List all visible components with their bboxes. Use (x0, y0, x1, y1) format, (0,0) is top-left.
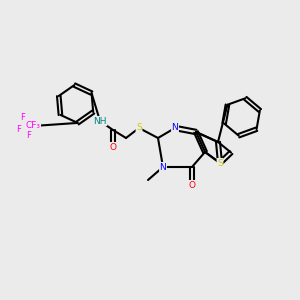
Text: NH: NH (93, 116, 107, 125)
Text: O: O (188, 181, 196, 190)
Text: S: S (217, 158, 223, 167)
Text: F: F (27, 131, 32, 140)
Text: F: F (16, 124, 21, 134)
Text: N: N (160, 163, 167, 172)
Text: F: F (21, 113, 26, 122)
Text: S: S (136, 124, 142, 133)
Text: O: O (110, 142, 116, 152)
Text: N: N (172, 124, 178, 133)
Text: CF₃: CF₃ (26, 122, 40, 130)
